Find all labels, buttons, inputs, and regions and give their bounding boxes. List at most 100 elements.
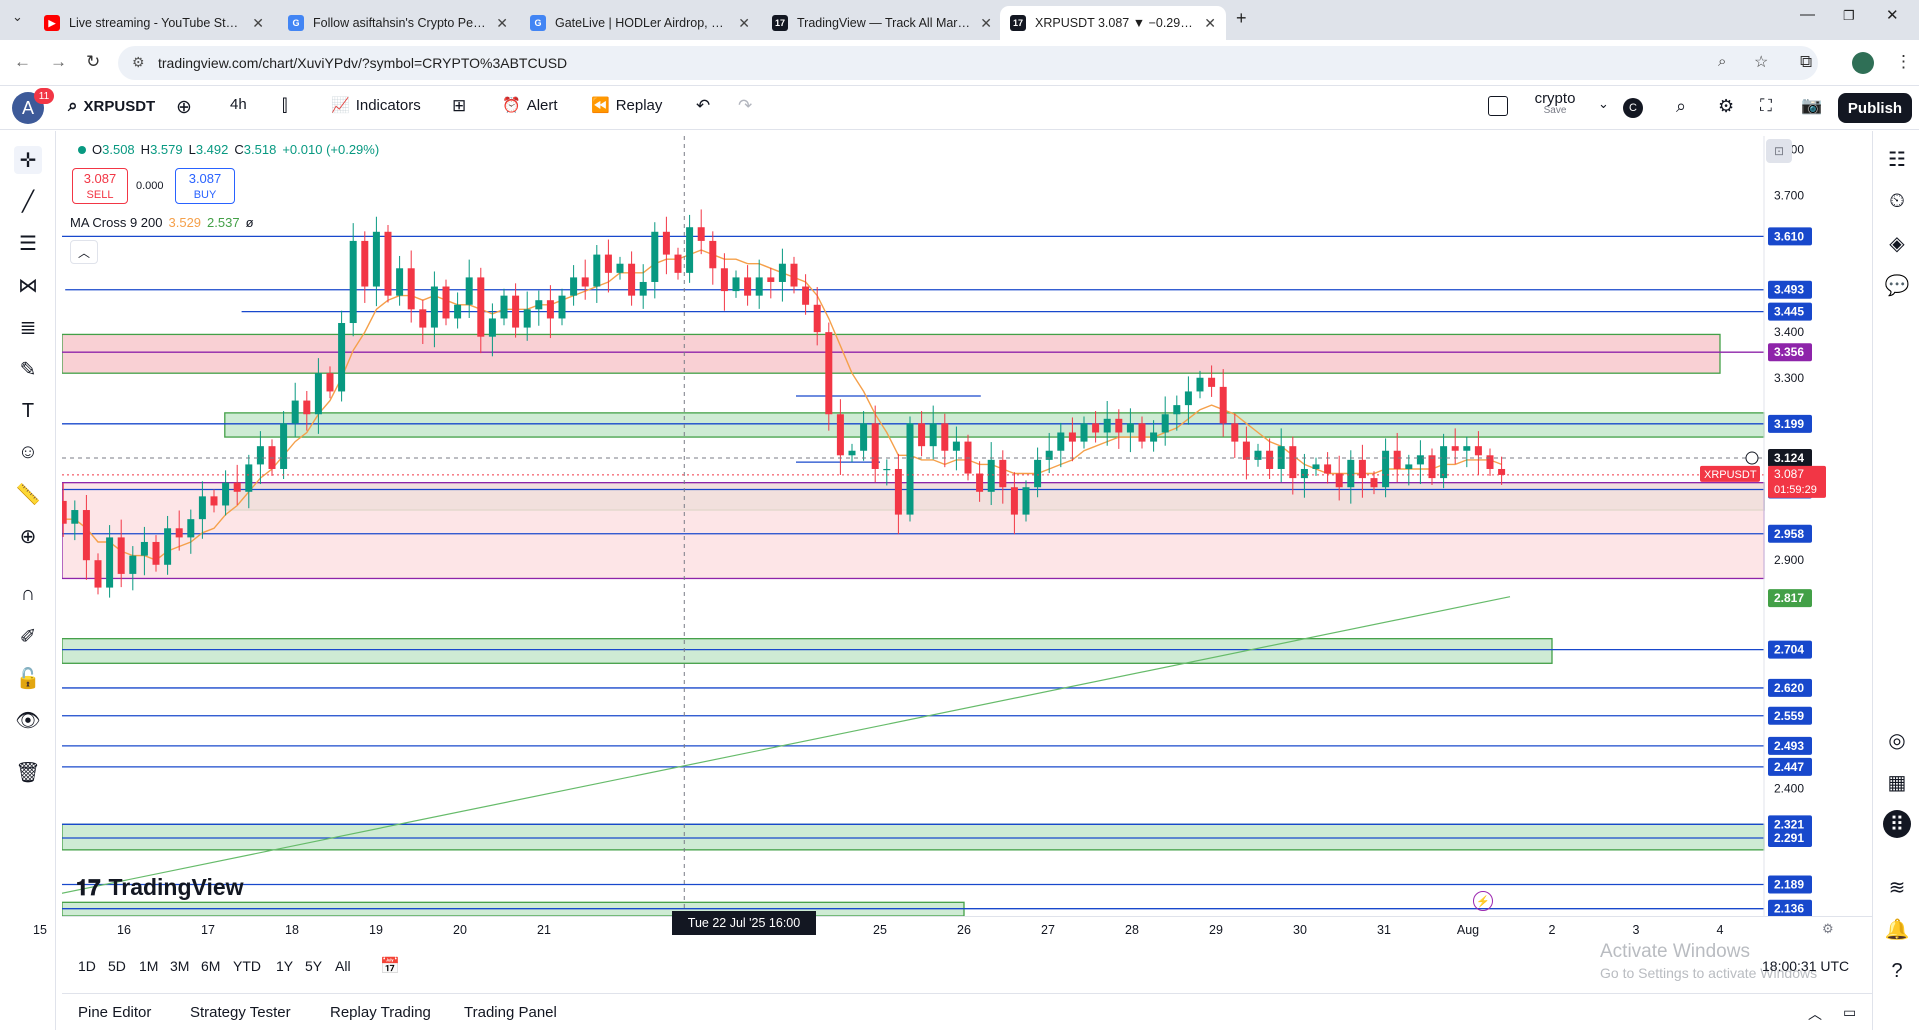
minimize-icon[interactable]: — — [1800, 6, 1815, 23]
drawing-mode-icon[interactable]: ✐ — [19, 625, 37, 648]
browser-tab-follow[interactable]: G Follow asiftahsin's Crypto Perspective… — [278, 6, 518, 40]
tab-strategy-tester[interactable]: Strategy Tester — [190, 1004, 291, 1021]
camera-icon[interactable]: 📷 — [1801, 96, 1823, 115]
go-to-date-calendar-icon[interactable]: 📅 — [380, 958, 400, 975]
horizontal-lines-icon[interactable]: ☰ — [19, 232, 37, 255]
lock-icon[interactable]: 🔓 — [15, 667, 41, 690]
restore-icon[interactable]: ❐ — [1843, 8, 1855, 23]
layout-name-button[interactable]: crypto Save — [1533, 90, 1577, 116]
buy-button[interactable]: 3.087 BUY — [175, 168, 235, 204]
interval-button[interactable]: 4h — [230, 96, 247, 113]
indicators-button[interactable]: 📈 Indicators — [331, 96, 421, 115]
site-info-icon[interactable]: ⚙ — [132, 54, 145, 70]
tab-pine-editor[interactable]: Pine Editor — [78, 1004, 152, 1021]
chat-icon[interactable]: 💬 — [1884, 274, 1910, 297]
visibility-eye-icon[interactable]: 👁 — [15, 709, 41, 732]
time-tick-label: 4 — [1716, 923, 1724, 937]
time-axis-settings-icon[interactable]: ⚙ — [1822, 921, 1834, 936]
candle-body — [1150, 432, 1158, 442]
back-icon[interactable]: ← — [14, 52, 31, 71]
range-1y[interactable]: 1Y — [276, 958, 294, 974]
reload-icon[interactable]: ↻ — [86, 52, 101, 71]
layers-icon[interactable]: ◈ — [1889, 232, 1905, 255]
help-icon[interactable]: ? — [1891, 959, 1903, 982]
time-axis[interactable]: 151617181920212425262728293031Aug234 — [33, 916, 1872, 942]
browser-menu-icon[interactable]: ⋮ — [1895, 52, 1912, 71]
bookmark-star-icon[interactable]: ☆ — [1754, 54, 1769, 71]
redo-icon[interactable]: ↷ — [738, 96, 753, 115]
utc-clock[interactable]: 18:00:31 UTC — [1762, 958, 1850, 974]
new-tab-icon[interactable]: + — [1236, 8, 1247, 28]
publish-button[interactable]: Publish — [1838, 93, 1912, 123]
calendar-icon[interactable]: ▦ — [1887, 771, 1907, 794]
replay-button[interactable]: ⏪ Replay — [591, 96, 662, 115]
close-window-icon[interactable]: ✕ — [1886, 7, 1899, 24]
symbol-search-button[interactable]: ⌕ XRPUSDT — [68, 96, 155, 116]
compare-add-icon[interactable]: ⊕ — [176, 97, 192, 118]
zoom-icon[interactable]: ⌕ — [1718, 53, 1727, 70]
settings-gear-icon[interactable]: ⚙ — [1718, 96, 1735, 116]
forward-icon[interactable]: → — [50, 52, 67, 71]
apps-grid-icon[interactable]: ⠿ — [1883, 810, 1911, 838]
layout-select-icon[interactable] — [1488, 96, 1508, 116]
pattern-icon[interactable]: ⋈ — [18, 274, 38, 297]
tab-trading-panel[interactable]: Trading Panel — [464, 1004, 557, 1021]
collapse-legend-chevron-up-icon[interactable]: ︿ — [70, 240, 98, 264]
range-1d[interactable]: 1D — [78, 958, 96, 974]
close-tab-icon[interactable]: ✕ — [1204, 14, 1216, 31]
stream-icon[interactable]: ≋ — [1888, 876, 1906, 899]
magnet-icon[interactable]: ∩ — [20, 582, 36, 605]
emoji-icon[interactable]: ☺ — [17, 440, 39, 463]
maximize-panel-icon[interactable]: ▭ — [1843, 1004, 1857, 1020]
tab-search-icon[interactable]: ⌄ — [12, 9, 23, 24]
range-5d[interactable]: 5D — [108, 958, 126, 974]
range-3m[interactable]: 3M — [170, 958, 190, 974]
browser-tab-xrpusdt[interactable]: 17 XRPUSDT 3.087 ▼ −0.29% crypto ✕ — [1000, 6, 1226, 40]
range-ytd[interactable]: YTD — [233, 958, 261, 974]
auto-scale-icon[interactable]: ⊡ — [1766, 139, 1792, 163]
undo-icon[interactable]: ↶ — [696, 96, 711, 115]
templates-icon[interactable]: ⊞ — [452, 96, 467, 115]
event-flash-icon[interactable]: ⚡ — [1473, 891, 1493, 911]
crosshair-icon[interactable]: ✛ — [14, 146, 42, 174]
browser-tab-gatelive[interactable]: G GateLive | HODLer Airdrop, Launch ✕ — [520, 6, 760, 40]
range-6m[interactable]: 6M — [201, 958, 221, 974]
watchlist-icon[interactable]: ☷ — [1888, 148, 1906, 171]
notifications-bell-icon[interactable]: 🔔 — [1884, 918, 1910, 941]
quick-search-icon[interactable]: ⌕ — [1676, 96, 1687, 116]
candle-body — [732, 277, 740, 292]
close-tab-icon[interactable]: ✕ — [496, 14, 508, 31]
candles-type-icon[interactable]: ⫿ — [282, 96, 288, 115]
trash-icon[interactable]: 🗑 — [15, 761, 41, 784]
extensions-icon[interactable]: ⧉ — [1800, 52, 1813, 71]
text-tool-icon[interactable]: T — [21, 399, 35, 422]
range-5y[interactable]: 5Y — [305, 958, 323, 974]
collapse-panel-chevron-icon[interactable]: ︿ — [1808, 1006, 1822, 1022]
omnibox[interactable]: ⚙ tradingview.com/chart/XuviYPdv/?symbol… — [118, 46, 1818, 80]
zoom-in-icon[interactable]: ⊕ — [19, 525, 37, 548]
trend-line-icon[interactable]: ╱ — [21, 190, 35, 213]
hotlist-target-icon[interactable]: ◎ — [1888, 729, 1906, 752]
ma-cross-legend[interactable]: MA Cross 9 200 3.529 2.537 ø — [70, 215, 254, 230]
tab-replay-trading[interactable]: Replay Trading — [330, 1004, 431, 1021]
close-tab-icon[interactable]: ✕ — [980, 14, 992, 31]
sell-button[interactable]: 3.087 SELL — [72, 168, 128, 204]
spread-value: 0.000 — [136, 180, 164, 192]
close-tab-icon[interactable]: ✕ — [252, 14, 264, 31]
fib-retracement-icon[interactable]: ≣ — [19, 316, 37, 339]
fullscreen-icon[interactable]: ⛶ — [1760, 96, 1772, 115]
price-chart[interactable]: 3.8003.7003.4003.3002.9002.4003.6103.493… — [62, 136, 1868, 916]
range-all[interactable]: All — [335, 958, 351, 974]
range-1m[interactable]: 1M — [139, 958, 159, 974]
layout-chevron-down-icon[interactable]: ⌄ — [1598, 96, 1609, 111]
browser-tab-youtube[interactable]: ▶ Live streaming - YouTube Studio ✕ — [34, 6, 274, 40]
layout-badge[interactable]: C — [1623, 98, 1643, 118]
alert-button[interactable]: ⏰ Alert — [502, 96, 558, 115]
profile-avatar[interactable] — [1852, 52, 1874, 74]
ruler-icon[interactable]: 📏 — [15, 483, 41, 506]
close-tab-icon[interactable]: ✕ — [738, 14, 750, 31]
brush-icon[interactable]: ✎ — [19, 358, 37, 381]
browser-tab-tradingview[interactable]: 17 TradingView — Track All Markets ✕ — [762, 6, 1002, 40]
url-text[interactable]: tradingview.com/chart/XuviYPdv/?symbol=C… — [158, 55, 568, 71]
alerts-clock-icon[interactable]: ⏲ — [1889, 189, 1905, 212]
